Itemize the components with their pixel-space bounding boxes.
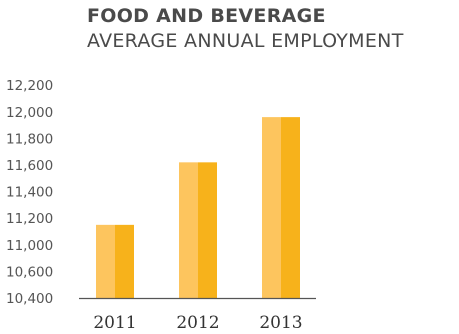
bar-light-half <box>179 162 198 298</box>
chart-subtitle: AVERAGE ANNUAL EMPLOYMENT <box>87 30 404 52</box>
y-tick-label: 12,000 <box>6 105 53 121</box>
y-tick-label: 12,200 <box>6 78 53 94</box>
x-category-label: 2013 <box>259 313 302 333</box>
chart-title: FOOD AND BEVERAGE <box>87 5 326 27</box>
bar-dark-half <box>281 117 300 299</box>
bar-light-half <box>262 117 281 299</box>
y-tick-label: 11,200 <box>6 211 53 227</box>
bar-2013 <box>262 117 300 299</box>
y-tick-label: 11,000 <box>6 238 53 254</box>
y-tick-label: 11,600 <box>6 158 53 174</box>
bar-2012 <box>179 162 217 298</box>
y-tick-label: 11,800 <box>6 131 53 147</box>
bar-2011 <box>96 224 134 298</box>
x-category-label: 2012 <box>176 313 219 333</box>
bar-dark-half <box>115 224 134 298</box>
y-tick-label: 10,600 <box>6 264 53 280</box>
bar-dark-half <box>198 162 217 298</box>
y-tick-label: 10,400 <box>6 291 53 307</box>
y-tick-label: 11,400 <box>6 185 53 201</box>
bar-light-half <box>96 224 115 298</box>
x-category-label: 2011 <box>93 313 136 333</box>
